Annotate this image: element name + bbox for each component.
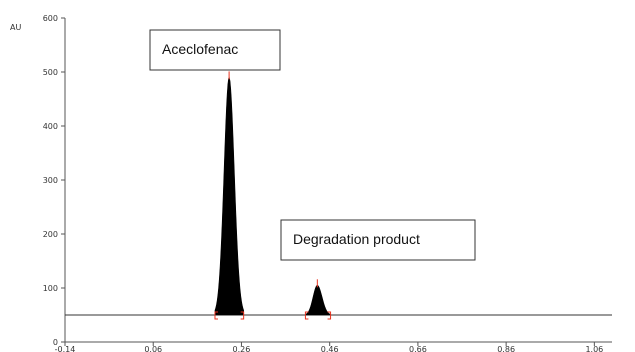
annotation-label: Degradation product [293, 231, 420, 247]
y-tick-label: 0 [53, 338, 58, 347]
peak-end-bracket [240, 311, 245, 320]
x-axis-ticks: -0.14 0.06 0.26 0.46 0.66 0.86 1.06 [55, 342, 603, 352]
y-tick-label: 200 [43, 230, 58, 239]
x-tick-label: 0.66 [409, 345, 427, 352]
y-axis-unit-label: AU [10, 23, 21, 32]
x-tick-label: 0.46 [321, 345, 339, 352]
peak-start-bracket [304, 311, 309, 320]
y-tick-label: 600 [43, 14, 58, 23]
annotation-box [149, 29, 281, 71]
peak-1 [305, 284, 331, 316]
peak-end-bracket [327, 311, 332, 320]
axes [64, 18, 612, 343]
x-tick-label: 1.06 [585, 345, 603, 352]
x-tick-label: 0.86 [497, 345, 515, 352]
peaks [214, 71, 332, 320]
annotation-label: Aceclofenac [162, 41, 238, 57]
y-tick-label: 500 [43, 68, 58, 77]
y-tick-label: 100 [43, 284, 58, 293]
peak-start-bracket [214, 311, 218, 320]
y-tick-label: 300 [43, 176, 58, 185]
y-axis-ticks: 0 100 200 300 400 500 600 [43, 14, 65, 347]
y-tick-label: 400 [43, 122, 58, 131]
x-tick-label: 0.06 [144, 345, 162, 352]
x-tick-label: 0.26 [233, 345, 251, 352]
peak-0 [214, 76, 244, 316]
x-tick-label: -0.14 [55, 345, 76, 352]
annotations: Aceclofenac Degradation product [149, 29, 476, 261]
annotation-box [280, 219, 476, 261]
